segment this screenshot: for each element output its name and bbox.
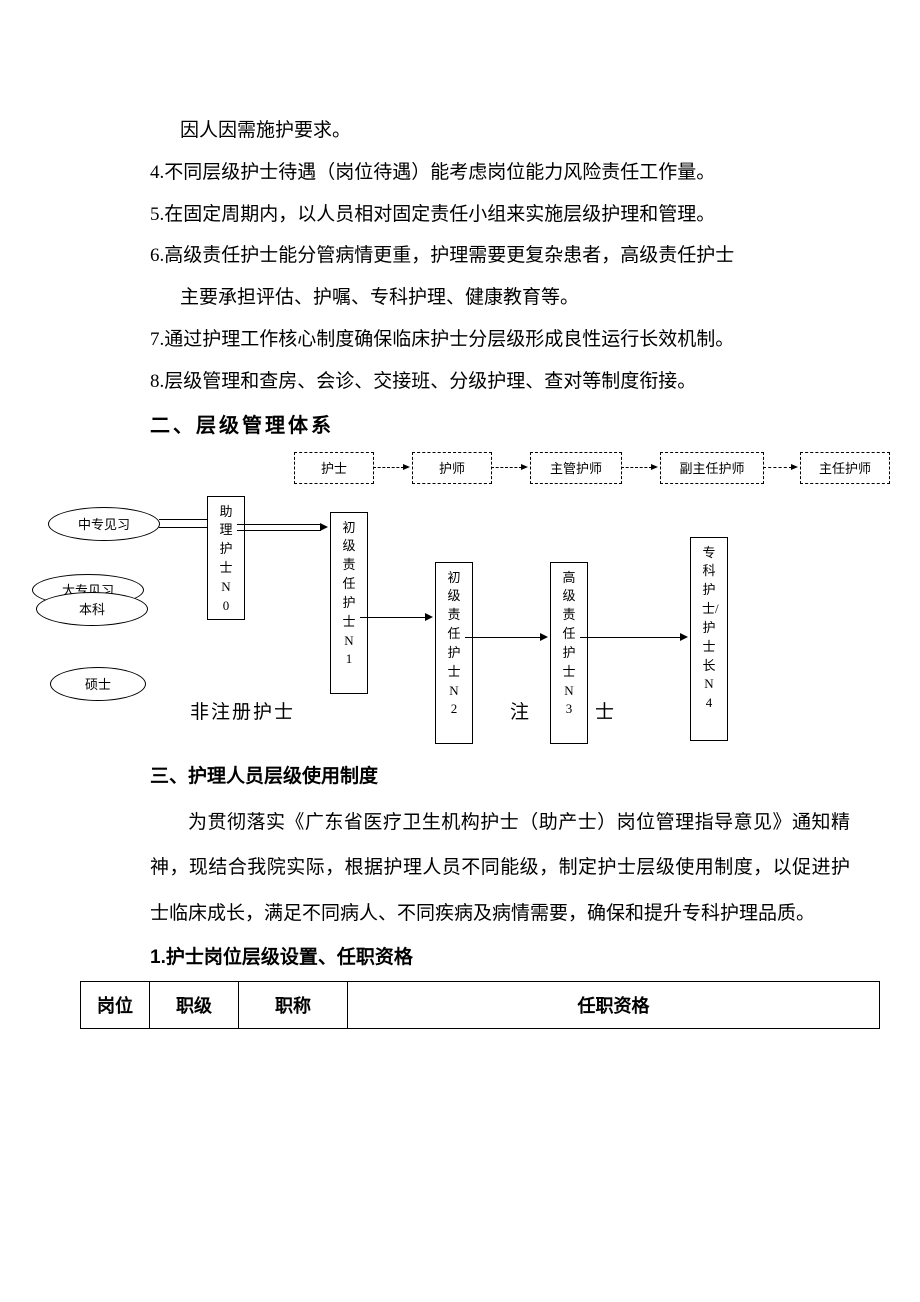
edu-ell-benke: 本科 xyxy=(36,592,148,626)
arrowhead-dashed-3 xyxy=(651,464,658,470)
subsection-1: 1.护士岗位层级设置、任职资格 xyxy=(150,942,850,969)
table-header-post: 岗位 xyxy=(81,982,150,1029)
level-box-n0-label: 助理护士N0 xyxy=(219,503,233,616)
arrow-dashed-1 xyxy=(373,467,404,468)
list-item-7: 7.通过护理工作核心制度确保临床护士分层级形成良性运行长效机制。 xyxy=(150,319,850,361)
paragraph-intro: 为贯彻落实《广东省医疗卫生机构护士（助产士）岗位管理指导意见》通知精神，现结合我… xyxy=(150,800,850,937)
arrowhead-n1-n2 xyxy=(425,613,433,621)
title-box-nurse-practitioner: 护师 xyxy=(412,452,492,484)
conn-line-1b xyxy=(159,527,207,528)
title-box-deputy-chief-nurse: 副主任护师 xyxy=(660,452,764,484)
title-box-chief-nurse: 主任护师 xyxy=(800,452,890,484)
title-box-supervisor-nurse: 主管护师 xyxy=(530,452,622,484)
qualification-table: 岗位 职级 职称 任职资格 xyxy=(80,981,880,1029)
table-header-qualification: 任职资格 xyxy=(348,982,880,1029)
level-box-n4-label: 专科护士/护士长N4 xyxy=(702,544,716,714)
arrowhead-n2-n3 xyxy=(540,633,548,641)
edu-ell-zhongzhuan: 中专见习 xyxy=(48,507,160,541)
arrow-n0-n1-a xyxy=(237,524,321,525)
arrow-n1-n2 xyxy=(360,617,426,618)
arrowhead-dashed-4 xyxy=(791,464,798,470)
label-unregistered: 非注册护士 xyxy=(190,697,295,724)
hierarchy-diagram: 护士 护师 主管护师 副主任护师 主任护师 中专见习 大专见习 本科 硕士 助理… xyxy=(40,452,870,777)
level-box-n2: 初级责任护士N2 xyxy=(435,562,473,744)
level-box-n3-label: 高级责任护士N3 xyxy=(562,569,576,720)
label-registered-part1: 注 xyxy=(510,697,531,724)
list-item-4: 4.不同层级护士待遇（岗位待遇）能考虑岗位能力风险责任工作量。 xyxy=(150,152,850,194)
table-header-title: 职称 xyxy=(239,982,348,1029)
level-box-n4: 专科护士/护士长N4 xyxy=(690,537,728,741)
arrowhead-n3-n4 xyxy=(680,633,688,641)
level-box-n1-label: 初级责任护士N1 xyxy=(342,519,356,670)
level-box-n1: 初级责任护士N1 xyxy=(330,512,368,694)
level-box-n3: 高级责任护士N3 xyxy=(550,562,588,744)
level-box-n0: 助理护士N0 xyxy=(207,496,245,620)
section-heading-2: 二、层级管理体系 xyxy=(150,409,850,438)
edu-ell-shuoshi: 硕士 xyxy=(50,667,146,701)
arrow-dashed-2 xyxy=(491,467,522,468)
document-page: 因人因需施护要求。 4.不同层级护士待遇（岗位待遇）能考虑岗位能力风险责任工作量… xyxy=(0,0,920,1302)
arrow-n0-n1-b xyxy=(237,530,321,531)
title-box-nurse: 护士 xyxy=(294,452,374,484)
list-item-5: 5.在固定周期内，以人员相对固定责任小组来实施层级护理和管理。 xyxy=(150,194,850,236)
arrowhead-dashed-1 xyxy=(403,464,410,470)
list-item-8: 8.层级管理和查房、会诊、交接班、分级护理、查对等制度衔接。 xyxy=(150,361,850,403)
arrow-dashed-3 xyxy=(621,467,652,468)
label-registered-part2: 士 xyxy=(595,697,616,724)
level-box-n2-label: 初级责任护士N2 xyxy=(447,569,461,720)
arrow-dashed-4 xyxy=(763,467,792,468)
list-item-6-cont: 主要承担评估、护嘱、专科护理、健康教育等。 xyxy=(180,277,850,319)
table-row: 岗位 职级 职称 任职资格 xyxy=(81,982,880,1029)
arrowhead-dashed-2 xyxy=(521,464,528,470)
list-item-6: 6.高级责任护士能分管病情更重，护理需要更复杂患者，高级责任护士 xyxy=(150,235,850,277)
arrowhead-n0-n1 xyxy=(320,523,328,531)
arrow-n2-n3 xyxy=(465,637,541,638)
table-header-rank: 职级 xyxy=(150,982,239,1029)
list-item-3-cont: 因人因需施护要求。 xyxy=(180,110,850,152)
arrow-n3-n4 xyxy=(580,637,681,638)
conn-line-1a xyxy=(159,519,207,520)
